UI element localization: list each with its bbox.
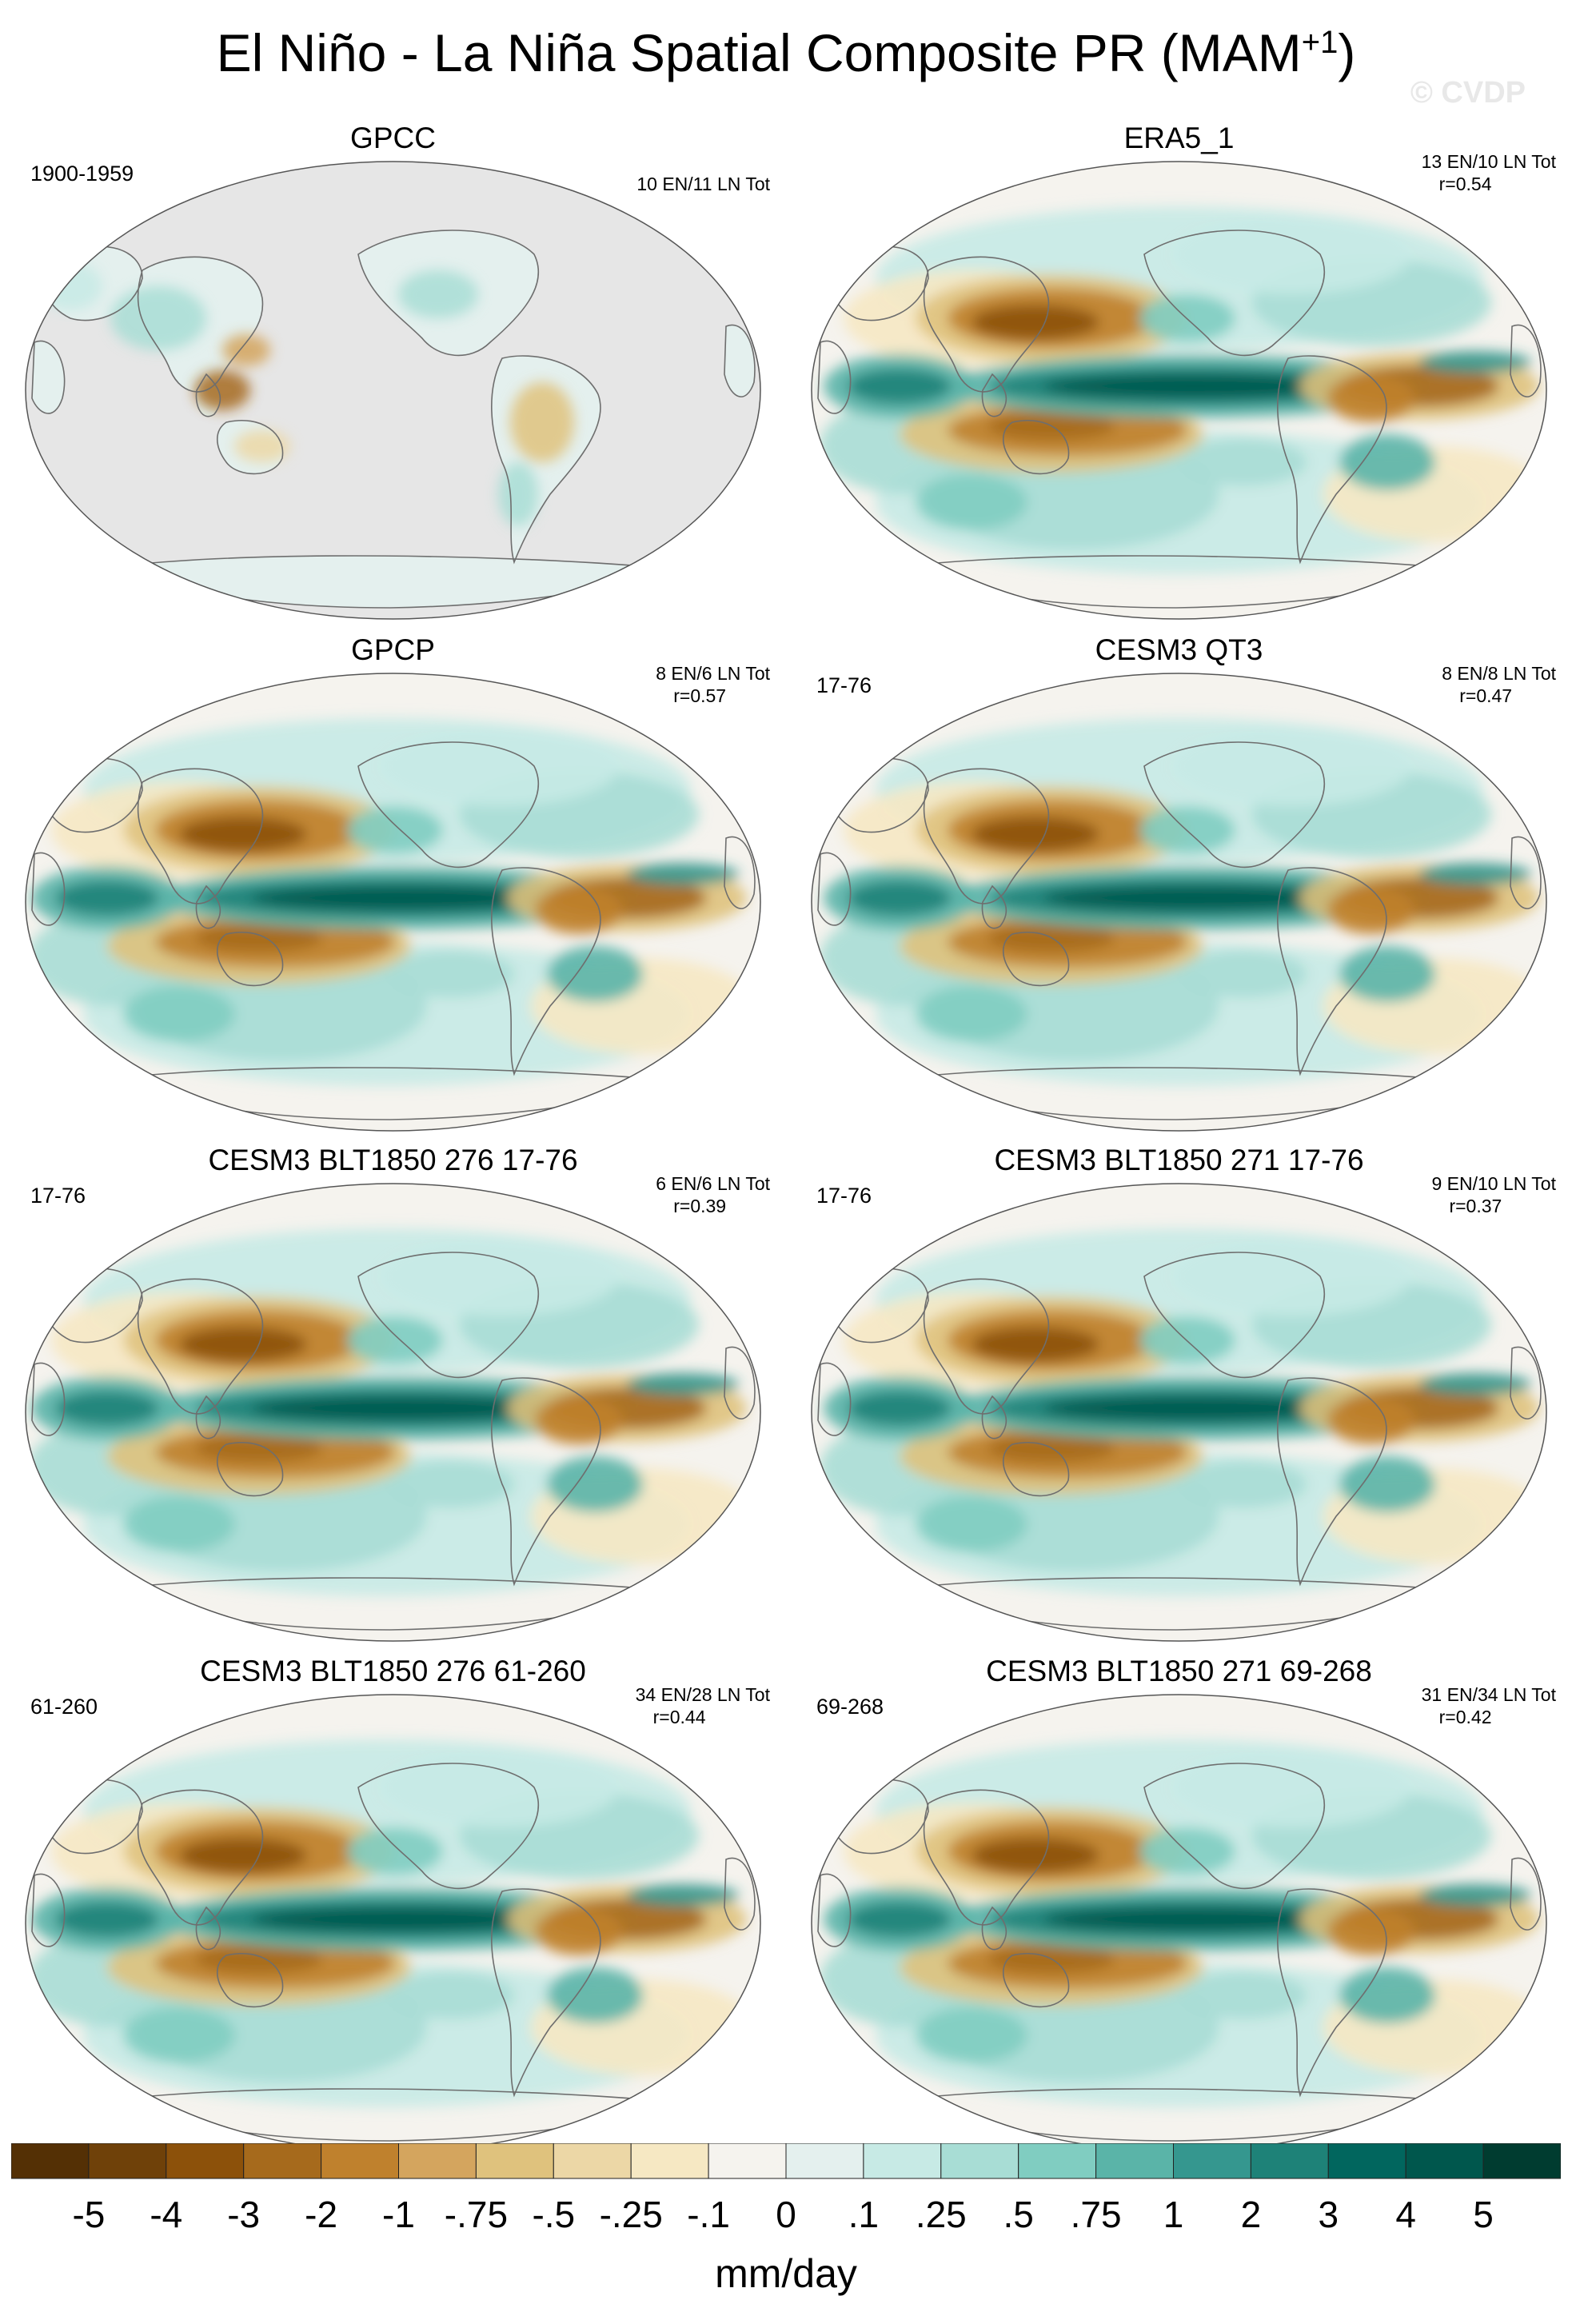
panel-stats: 13 EN/10 LN Tot r=0.54 [1422, 150, 1556, 195]
panel-title: GPCP [351, 633, 435, 666]
figure-title: El Niño - La Niña Spatial Composite PR (… [0, 22, 1572, 83]
panel-years: 17-76 [816, 673, 872, 697]
colorbar-swatch [553, 2143, 632, 2179]
panel-years: 61-260 [30, 1695, 98, 1719]
colorbar-swatch [321, 2143, 400, 2179]
panel-correlation: r=0.47 [1459, 685, 1513, 706]
panel-years: 17-76 [30, 1184, 86, 1208]
panel-counts: 6 EN/6 LN Tot [656, 1173, 770, 1194]
colorbar-tick-label: -4 [150, 2194, 182, 2235]
panel-stats: 6 EN/6 LN Tot r=0.39 [656, 1172, 770, 1217]
colorbar-swatch [11, 2143, 90, 2179]
colorbar-swatch [940, 2143, 1019, 2179]
map-globe [811, 673, 1547, 1132]
panel-correlation: r=0.39 [673, 1196, 727, 1216]
title-text: El Niño - La Niña Spatial Composite PR (… [216, 23, 1302, 82]
panel-stats: 10 EN/11 LN Tot [636, 173, 770, 195]
map-panel: ERA5_1 13 EN/10 LN Tot r=0.54 [786, 120, 1572, 624]
panel-counts: 8 EN/8 LN Tot [1442, 663, 1556, 684]
panel-correlation: r=0.42 [1438, 1707, 1492, 1727]
colorbar-swatch [475, 2143, 554, 2179]
map-globe [25, 1183, 761, 1642]
map-globe [25, 673, 761, 1132]
colorbar-swatch [863, 2143, 942, 2179]
colorbar-tick-label: 5 [1473, 2194, 1494, 2235]
colorbar-tick-label: -.75 [445, 2194, 508, 2235]
map-globe [811, 1183, 1547, 1642]
map-panel: CESM3 BLT1850 276 61-260 61-260 34 EN/28 L… [0, 1653, 786, 2157]
panel-years: 17-76 [816, 1184, 872, 1208]
panel-stats: 31 EN/34 LN Tot r=0.42 [1422, 1683, 1556, 1728]
colorbar-tick-label: -1 [382, 2194, 415, 2235]
map-panel: CESM3 BLT1850 271 17-76 17-76 9 EN/10 LN T… [786, 1142, 1572, 1646]
colorbar-tick-label: -5 [72, 2194, 105, 2235]
colorbar-swatch [166, 2143, 245, 2179]
colorbar-swatch [398, 2143, 477, 2179]
colorbar-tick-label: .25 [916, 2194, 967, 2235]
panel-years: 1900-1959 [30, 162, 134, 186]
colorbar-tick-label: .1 [848, 2194, 879, 2235]
colorbar-swatch [630, 2143, 709, 2179]
panel-title: CESM3 BLT1850 271 17-76 [994, 1144, 1364, 1176]
colorbar-swatch [785, 2143, 864, 2179]
map-panel: CESM3 BLT1850 276 17-76 17-76 6 EN/6 LN To… [0, 1142, 786, 1646]
map-globe [25, 161, 761, 620]
panel-counts: 13 EN/10 LN Tot [1421, 151, 1556, 172]
panel-counts: 8 EN/6 LN Tot [656, 663, 770, 684]
map-globe [25, 1694, 761, 2153]
panel-counts: 31 EN/34 LN Tot [1421, 1684, 1556, 1705]
colorbar-tick-label: -3 [227, 2194, 260, 2235]
colorbar-tick-label: -.25 [600, 2194, 663, 2235]
map-panel: GPCP 8 EN/6 LN Tot r=0.57 [0, 632, 786, 1136]
colorbar: -5 -4 -3 -2 -1 -.75 -.5 -.25 -.1 0 .1 .25 .5 .75 1 2 3 4 5 [11, 2143, 1561, 2235]
panel-counts: 34 EN/28 LN Tot [635, 1684, 770, 1705]
panel-title: CESM3 BLT1850 276 61-260 [200, 1655, 586, 1687]
panel-stats: 8 EN/8 LN Tot r=0.47 [1442, 662, 1556, 707]
colorbar-tick-label: .75 [1071, 2194, 1122, 2235]
colorbar-tick-label: -.5 [532, 2194, 575, 2235]
panel-title: CESM3 BLT1850 276 17-76 [208, 1144, 578, 1176]
title-close: ) [1338, 23, 1356, 82]
panel-title: GPCC [350, 122, 436, 154]
colorbar-units: mm/day [715, 2251, 857, 2296]
panel-correlation: r=0.37 [1449, 1196, 1502, 1216]
colorbar-tick-label: 2 [1241, 2194, 1262, 2235]
colorbar-tick-label: 4 [1395, 2194, 1416, 2235]
colorbar-swatch [1095, 2143, 1174, 2179]
watermark: © CVDP [1410, 76, 1526, 110]
colorbar-swatch [1327, 2143, 1406, 2179]
colorbar-swatch [708, 2143, 787, 2179]
colorbar-tick-label: -.1 [687, 2194, 730, 2235]
colorbar-tick-label: -2 [305, 2194, 337, 2235]
panel-correlation: r=0.57 [673, 685, 727, 706]
panel-title: CESM3 QT3 [1095, 633, 1263, 666]
colorbar-swatch [1482, 2143, 1561, 2179]
panel-correlation: r=0.54 [1438, 174, 1492, 194]
colorbar-tick-label: 0 [776, 2194, 796, 2235]
colorbar-swatch [1173, 2143, 1251, 2179]
map-panel: CESM3 BLT1850 271 69-268 69-268 31 EN/34 L… [786, 1653, 1572, 2157]
colorbar-swatch [88, 2143, 167, 2179]
colorbar-swatch [1018, 2143, 1097, 2179]
panel-stats: 9 EN/10 LN Tot r=0.37 [1431, 1172, 1556, 1217]
panel-stats: 8 EN/6 LN Tot r=0.57 [656, 662, 770, 707]
panel-counts: 9 EN/10 LN Tot [1431, 1173, 1556, 1194]
map-globe [811, 161, 1547, 620]
panel-title: ERA5_1 [1123, 122, 1235, 154]
colorbar-swatch [243, 2143, 322, 2179]
map-globe [811, 1694, 1547, 2153]
panel-correlation: r=0.44 [652, 1707, 706, 1727]
map-panel: GPCC 1900-1959 10 EN/11 LN Tot [0, 120, 786, 624]
colorbar-swatch [1250, 2143, 1329, 2179]
colorbar-swatch [1405, 2143, 1484, 2179]
panel-counts: 10 EN/11 LN Tot [636, 174, 770, 194]
colorbar-tick-label: 1 [1163, 2194, 1184, 2235]
colorbar-tick-label: 3 [1319, 2194, 1339, 2235]
title-superscript: +1 [1301, 25, 1339, 60]
panel-years: 69-268 [816, 1695, 884, 1719]
panel-title: CESM3 BLT1850 271 69-268 [986, 1655, 1372, 1687]
colorbar-tick-label: .5 [1003, 2194, 1034, 2235]
panel-stats: 34 EN/28 LN Tot r=0.44 [636, 1683, 770, 1728]
map-panel: CESM3 QT3 17-76 8 EN/8 LN Tot r=0.47 [786, 632, 1572, 1136]
